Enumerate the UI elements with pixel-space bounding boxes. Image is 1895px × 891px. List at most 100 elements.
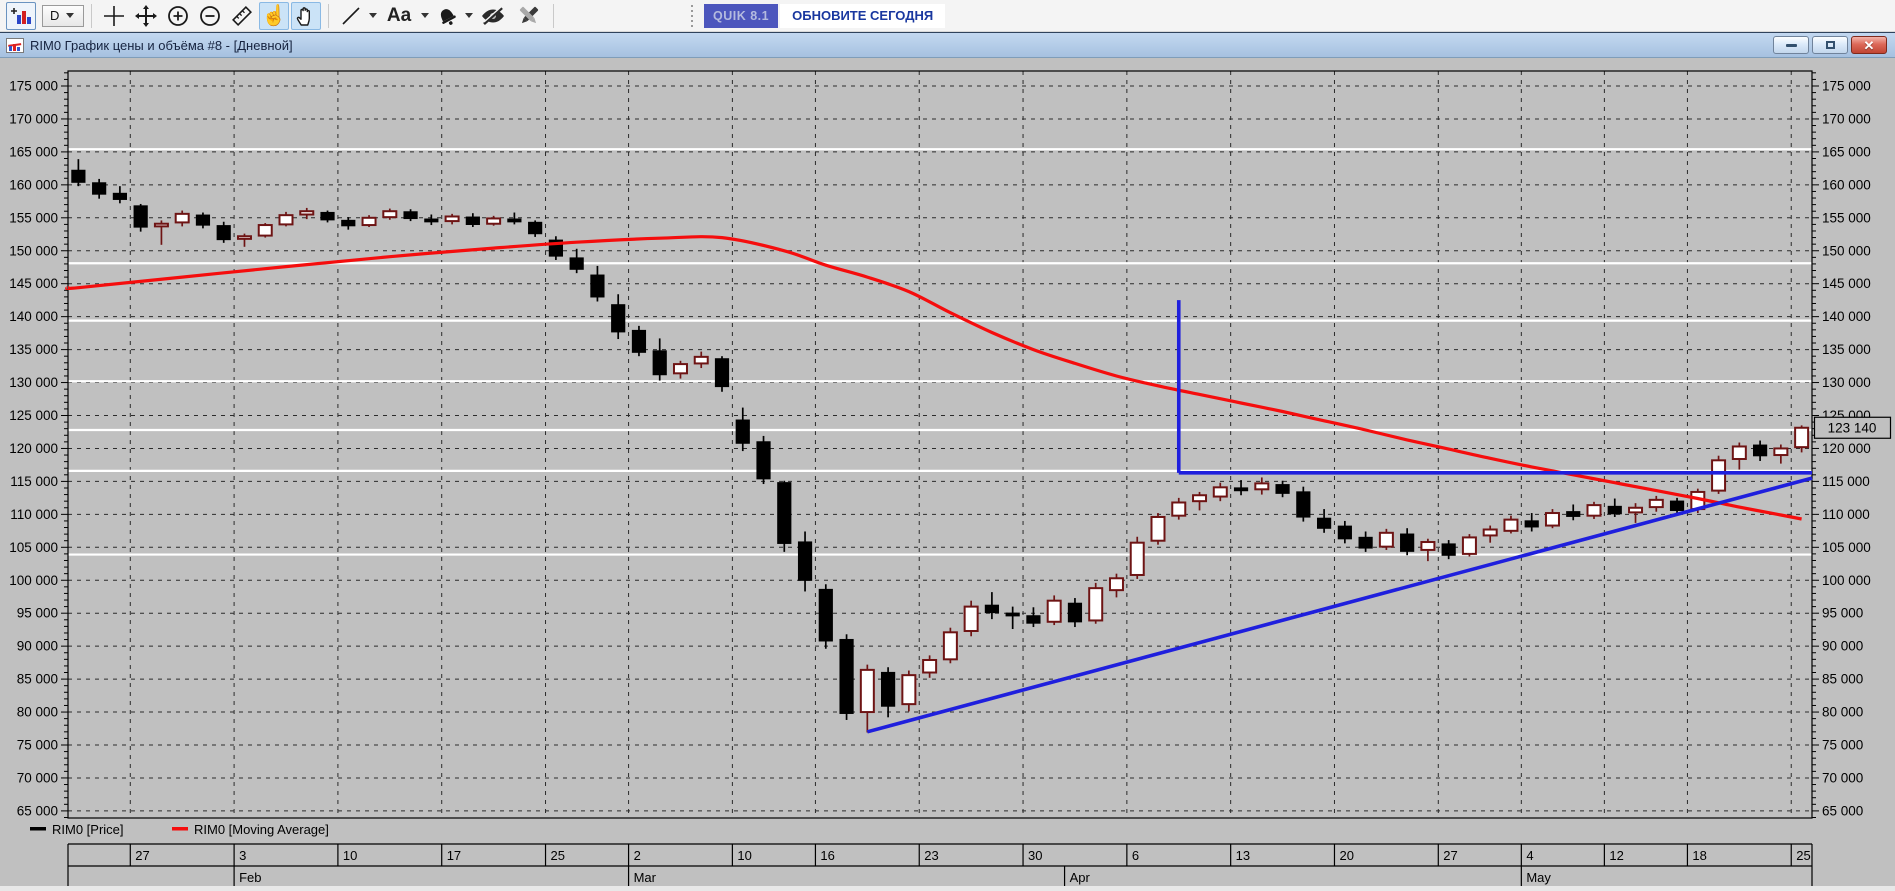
timeframe-select[interactable]: D: [42, 4, 84, 27]
candle-body: [71, 169, 86, 183]
svg-text:70 000: 70 000: [17, 770, 58, 785]
candle-body: [92, 182, 107, 195]
candle-body: [1275, 484, 1290, 494]
candle-body: [424, 218, 439, 223]
new-chart-button[interactable]: [6, 1, 36, 30]
toolbar-drag-handle[interactable]: [689, 4, 694, 27]
candle-body: [195, 214, 211, 226]
candle-body: [1752, 444, 1768, 457]
svg-text:100 000: 100 000: [9, 573, 58, 588]
candle-body: [1628, 506, 1644, 514]
toolbar-separator: [328, 3, 329, 28]
eye-slash-icon: [482, 4, 504, 25]
month-label: Feb: [239, 870, 261, 885]
svg-text:130 000: 130 000: [1822, 375, 1871, 390]
chart-toolbar: D ☝: [0, 0, 1895, 32]
chart-window-icon: [6, 37, 24, 53]
hide-drawings-button[interactable]: [476, 2, 510, 30]
candle-body: [320, 211, 335, 221]
candle-body: [528, 221, 543, 235]
candle-body: [859, 668, 875, 714]
window-titlebar: RIM0 График цены и объёма #8 - [Дневной]…: [0, 32, 1895, 58]
minimize-button[interactable]: [1773, 36, 1809, 54]
text-tool-dropdown[interactable]: [420, 2, 430, 30]
candle-body: [942, 631, 958, 661]
candle-body: [735, 419, 750, 444]
pointing-finger-icon: ☝: [261, 4, 287, 27]
date-label: 2: [634, 848, 641, 863]
pan-hand-tool-button[interactable]: [291, 1, 321, 30]
candle-body: [839, 638, 854, 714]
candle-body: [1233, 487, 1249, 492]
svg-text:RIM0 [Moving Average]: RIM0 [Moving Average]: [194, 822, 329, 837]
close-button[interactable]: ✕: [1851, 36, 1887, 54]
svg-text:85 000: 85 000: [1822, 672, 1863, 687]
svg-text:150 000: 150 000: [9, 243, 58, 258]
pointer-tool-button[interactable]: ☝: [259, 1, 289, 30]
y-axis-left: 175 000 170 000 165 000 160 000 155 000 150 0…: [9, 72, 68, 818]
price-chart[interactable]: 175 000 170 000 165 000 160 000 155 000 150 0…: [0, 58, 1895, 886]
date-label: 25: [551, 848, 565, 863]
candle-body: [777, 482, 792, 544]
candle-body: [714, 358, 730, 388]
crosshair-icon: [104, 5, 124, 26]
line-draw-tool-button[interactable]: [336, 2, 366, 30]
candle-body: [216, 225, 231, 241]
svg-text:123 140: 123 140: [1828, 420, 1877, 435]
candle-body: [361, 216, 377, 227]
svg-text:170 000: 170 000: [1822, 111, 1871, 126]
candle-body: [1441, 543, 1456, 556]
crosshair-tool-button[interactable]: [99, 2, 129, 30]
candle-body: [1129, 541, 1145, 576]
candle-body: [1088, 587, 1104, 622]
candle-body: [1607, 505, 1622, 515]
candle-body: [1296, 491, 1311, 518]
date-label: 30: [1028, 848, 1042, 863]
edit-drawings-button[interactable]: [512, 2, 546, 30]
y-axis-right: 175 000 170 000 165 000 160 000 155 000 150 0…: [1812, 72, 1871, 818]
candle-body: [1544, 512, 1560, 527]
date-label: 20: [1339, 848, 1353, 863]
candle-body: [341, 219, 356, 227]
candle-body: [278, 214, 294, 226]
candle-body: [1524, 520, 1539, 528]
alert-tool-button[interactable]: [432, 2, 462, 30]
svg-text:70 000: 70 000: [1822, 770, 1863, 785]
candle-body: [257, 224, 273, 237]
zoom-out-button[interactable]: [195, 2, 225, 30]
new-chart-icon: [11, 7, 31, 24]
svg-text:125 000: 125 000: [9, 408, 58, 423]
svg-text:170 000: 170 000: [9, 111, 58, 126]
svg-text:155 000: 155 000: [9, 210, 58, 225]
line-icon: [342, 6, 360, 25]
chevron-down-icon: [421, 13, 429, 18]
candle-body: [1669, 500, 1685, 511]
candle-body: [382, 210, 398, 219]
last-price-label: 123 140: [1813, 416, 1892, 439]
text-tool-button[interactable]: Aa: [380, 2, 418, 30]
alert-tool-dropdown[interactable]: [464, 2, 474, 30]
date-label: 16: [820, 848, 834, 863]
svg-text:65 000: 65 000: [1822, 803, 1863, 818]
move-tool-button[interactable]: [131, 2, 161, 30]
ruler-icon: [232, 5, 252, 26]
svg-text:115 000: 115 000: [1822, 474, 1870, 489]
ruler-tool-button[interactable]: [227, 2, 257, 30]
candle-body: [1773, 447, 1789, 457]
toolbar-separator: [91, 3, 92, 28]
update-banner[interactable]: ОБНОВИТЕ СЕГОДНЯ: [780, 3, 946, 28]
svg-text:105 000: 105 000: [1822, 540, 1871, 555]
line-tool-dropdown[interactable]: [368, 2, 378, 30]
candle-body: [1316, 517, 1332, 529]
restore-button[interactable]: [1812, 36, 1848, 54]
candle-body: [1067, 602, 1083, 623]
zoom-in-button[interactable]: [163, 2, 193, 30]
svg-text:90 000: 90 000: [1822, 639, 1863, 654]
candle-body: [922, 658, 938, 674]
update-banner-label: ОБНОВИТЕ СЕГОДНЯ: [792, 8, 934, 23]
svg-text:175 000: 175 000: [1822, 79, 1871, 94]
svg-text:150 000: 150 000: [1822, 243, 1871, 258]
svg-text:75 000: 75 000: [17, 738, 58, 753]
candle-body: [1731, 445, 1747, 460]
svg-text:RIM0 [Price]: RIM0 [Price]: [52, 822, 124, 837]
